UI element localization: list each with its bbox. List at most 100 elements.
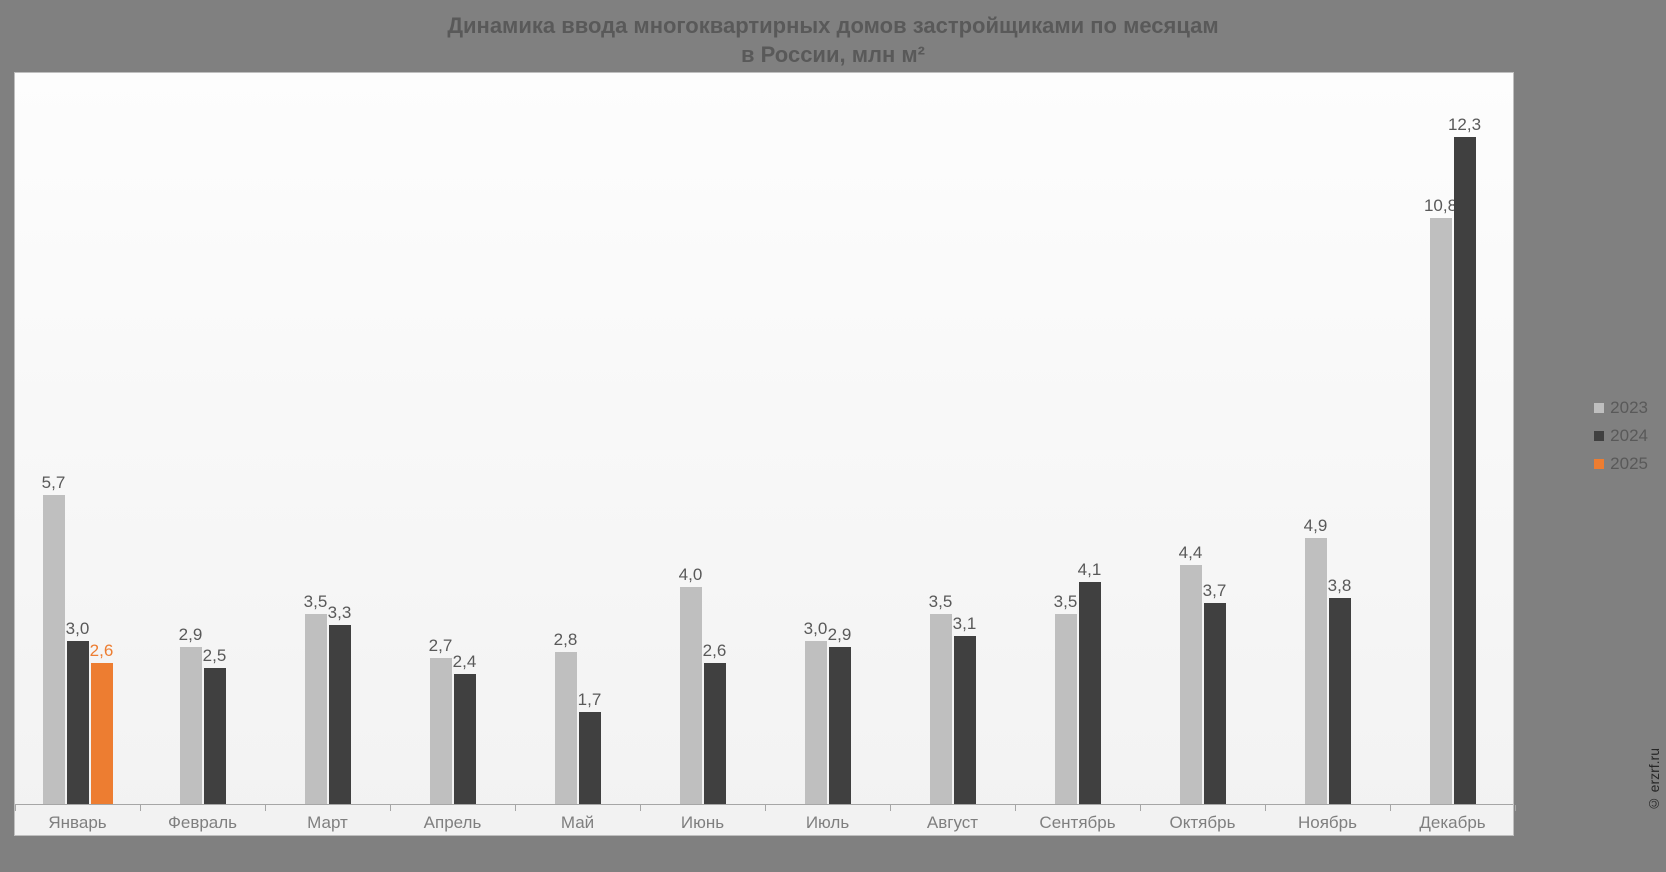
bar-value-label: 1,7 — [578, 690, 602, 710]
chart-title-line2: в России, млн м² — [741, 42, 925, 67]
copyright: © erzrf.ru — [1646, 748, 1662, 812]
bar-value-label: 3,8 — [1328, 576, 1352, 596]
bar: 3,0 — [67, 641, 89, 804]
bar-group: 2,81,7 — [515, 652, 640, 804]
x-axis-label: Апрель — [424, 813, 482, 833]
legend-item-2023: 2023 — [1594, 398, 1648, 418]
bar: 4,0 — [680, 587, 702, 804]
legend-item-2025: 2025 — [1594, 454, 1648, 474]
bar: 10,8 — [1430, 218, 1452, 804]
bar-value-label: 5,7 — [42, 473, 66, 493]
bar-value-label: 3,0 — [804, 619, 828, 639]
bar-value-label: 3,7 — [1203, 581, 1227, 601]
x-tick — [1515, 805, 1516, 811]
x-axis-label: Сентябрь — [1039, 813, 1115, 833]
x-axis-label: Июль — [806, 813, 849, 833]
bar: 12,3 — [1454, 137, 1476, 804]
chart-title-line1: Динамика ввода многоквартирных домов зас… — [447, 13, 1218, 38]
x-axis-label: Март — [307, 813, 348, 833]
legend-item-2024: 2024 — [1594, 426, 1648, 446]
x-axis-label: Ноябрь — [1298, 813, 1357, 833]
bar-value-label: 2,6 — [703, 641, 727, 661]
x-tick — [890, 805, 891, 811]
bar: 2,9 — [180, 647, 202, 804]
x-axis-label: Октябрь — [1170, 813, 1236, 833]
bar: 3,0 — [805, 641, 827, 804]
bar-value-label: 2,9 — [828, 625, 852, 645]
bar-value-label: 4,1 — [1078, 560, 1102, 580]
bar-value-label: 4,9 — [1304, 516, 1328, 536]
bar: 5,7 — [43, 495, 65, 804]
bar-value-label: 3,5 — [1054, 592, 1078, 612]
bar: 2,9 — [829, 647, 851, 804]
bar: 2,8 — [555, 652, 577, 804]
bar-value-label: 3,5 — [304, 592, 328, 612]
plot-area: 5,73,02,62,92,53,53,32,72,42,81,74,02,63… — [15, 73, 1513, 805]
x-tick — [265, 805, 266, 811]
bar-group: 10,812,3 — [1390, 137, 1515, 804]
x-axis-label: Август — [927, 813, 978, 833]
bar: 2,5 — [204, 668, 226, 804]
chart-title: Динамика ввода многоквартирных домов зас… — [0, 0, 1666, 69]
bar: 1,7 — [579, 712, 601, 804]
x-tick — [640, 805, 641, 811]
bar-group: 4,02,6 — [640, 587, 765, 804]
x-tick — [515, 805, 516, 811]
bar: 2,6 — [704, 663, 726, 804]
bar-group: 3,53,1 — [890, 614, 1015, 804]
bar: 3,5 — [305, 614, 327, 804]
bar: 3,1 — [954, 636, 976, 804]
bar-value-label: 3,3 — [328, 603, 352, 623]
bar: 4,9 — [1305, 538, 1327, 804]
x-axis-label: Февраль — [168, 813, 237, 833]
bar-group: 3,54,1 — [1015, 582, 1140, 804]
bar: 4,1 — [1079, 582, 1101, 804]
legend-label: 2023 — [1610, 398, 1648, 418]
bar-value-label: 12,3 — [1448, 115, 1481, 135]
bar: 3,5 — [1055, 614, 1077, 804]
bar: 2,6 — [91, 663, 113, 804]
bar-value-label: 3,5 — [929, 592, 953, 612]
bar-value-label: 2,7 — [429, 636, 453, 656]
x-axis-label: Июнь — [681, 813, 724, 833]
bar-group: 3,02,9 — [765, 641, 890, 804]
bar-group: 5,73,02,6 — [15, 495, 140, 804]
x-axis-label: Май — [561, 813, 594, 833]
legend-swatch-2023 — [1594, 403, 1604, 413]
x-tick — [1265, 805, 1266, 811]
bar-value-label: 2,6 — [90, 641, 114, 661]
bar: 2,4 — [454, 674, 476, 804]
bar: 3,3 — [329, 625, 351, 804]
bar-group: 3,53,3 — [265, 614, 390, 804]
bar: 2,7 — [430, 658, 452, 804]
legend-label: 2025 — [1610, 454, 1648, 474]
legend-swatch-2025 — [1594, 459, 1604, 469]
x-tick — [15, 805, 16, 811]
chart-frame: 5,73,02,62,92,53,53,32,72,42,81,74,02,63… — [14, 72, 1514, 836]
legend: 2023 2024 2025 — [1594, 398, 1648, 474]
bar-group: 2,72,4 — [390, 658, 515, 804]
bar: 3,5 — [930, 614, 952, 804]
legend-swatch-2024 — [1594, 431, 1604, 441]
x-tick — [1140, 805, 1141, 811]
x-tick — [765, 805, 766, 811]
bar-value-label: 4,4 — [1179, 543, 1203, 563]
x-tick — [390, 805, 391, 811]
bar-value-label: 4,0 — [679, 565, 703, 585]
bar-value-label: 3,0 — [66, 619, 90, 639]
bar-value-label: 10,8 — [1424, 196, 1457, 216]
bar-value-label: 2,5 — [203, 646, 227, 666]
bar-value-label: 2,8 — [554, 630, 578, 650]
bar: 3,8 — [1329, 598, 1351, 804]
bar-value-label: 2,9 — [179, 625, 203, 645]
x-tick — [1390, 805, 1391, 811]
x-axis-label: Январь — [48, 813, 106, 833]
x-axis-label: Декабрь — [1419, 813, 1485, 833]
bar-group: 4,43,7 — [1140, 565, 1265, 804]
x-tick — [1015, 805, 1016, 811]
bar-group: 4,93,8 — [1265, 538, 1390, 804]
bar-value-label: 3,1 — [953, 614, 977, 634]
bar-value-label: 2,4 — [453, 652, 477, 672]
bar: 4,4 — [1180, 565, 1202, 804]
x-tick — [140, 805, 141, 811]
